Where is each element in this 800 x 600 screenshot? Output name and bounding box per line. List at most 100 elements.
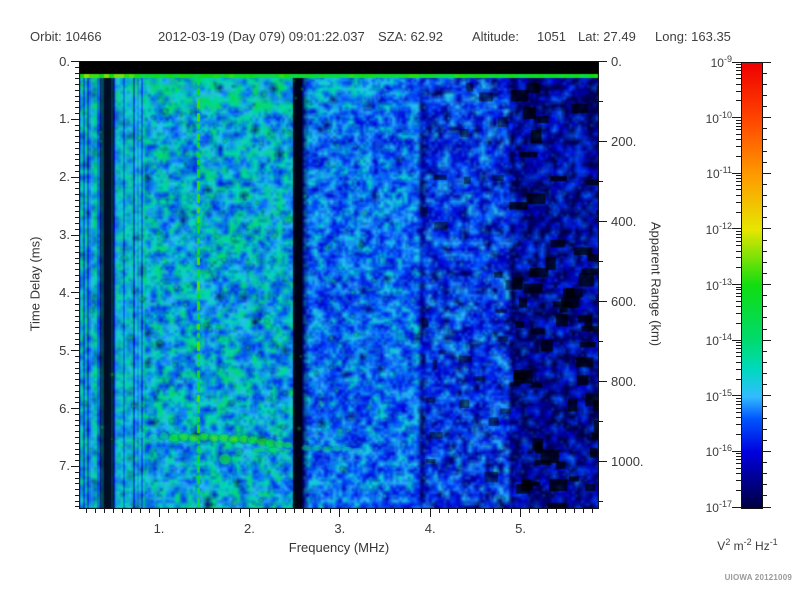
x-axis-minor-tick xyxy=(212,509,214,513)
y-axis-minor-tick xyxy=(75,170,79,172)
y-axis-minor-tick xyxy=(75,356,79,358)
y2-axis-tick-label: 400. xyxy=(611,213,637,229)
colorbar-minor-tick-left xyxy=(736,292,741,294)
y-axis-minor-tick xyxy=(75,494,79,496)
y-axis-minor-tick xyxy=(75,361,79,363)
x-axis-major-tick xyxy=(429,509,431,517)
y-axis-minor-tick xyxy=(75,222,79,224)
x-axis-minor-tick xyxy=(438,509,440,513)
colorbar-minor-tick-right xyxy=(762,106,767,107)
colorbar-minor-tick-left xyxy=(736,245,741,247)
colorbar-minor-tick-left xyxy=(736,348,741,350)
colorbar-minor-tick-left xyxy=(736,378,741,380)
colorbar-minor-tick-right xyxy=(762,139,767,141)
x-axis-minor-tick xyxy=(95,509,97,513)
colorbar-major-tick-left xyxy=(732,450,741,452)
x-axis-tick-label: 1. xyxy=(153,521,165,536)
colorbar-minor-tick-left xyxy=(736,397,741,399)
colorbar-tick-label: 10-13 xyxy=(705,276,732,293)
x-axis-minor-tick xyxy=(294,509,296,513)
y2-axis-major-tick xyxy=(599,301,607,302)
y2-axis-major-tick xyxy=(599,461,607,462)
colorbar-minor-tick-left xyxy=(736,139,741,141)
colorbar-minor-tick-left xyxy=(736,73,741,75)
y-axis-minor-tick xyxy=(75,159,79,161)
x-axis-minor-tick xyxy=(565,509,567,513)
y-axis-minor-tick xyxy=(75,136,79,138)
x-axis-minor-tick xyxy=(303,509,305,513)
x-axis-minor-tick xyxy=(330,509,332,513)
colorbar-minor-tick-left xyxy=(736,407,741,409)
x-axis-minor-tick xyxy=(492,509,494,513)
colorbar-minor-tick-right xyxy=(762,161,767,163)
colorbar-minor-tick-left xyxy=(736,70,741,72)
y-axis-minor-tick xyxy=(75,130,79,132)
y-axis-minor-tick xyxy=(75,275,79,277)
colorbar-minor-tick-left xyxy=(736,146,741,148)
colorbar-minor-tick-left xyxy=(736,233,741,235)
colorbar-minor-tick-left xyxy=(736,240,741,242)
colorbar-major-tick-right xyxy=(762,228,771,230)
colorbar-minor-tick-left xyxy=(736,175,741,177)
y-axis-minor-tick xyxy=(75,350,79,352)
y-axis-minor-tick xyxy=(75,425,79,427)
y-axis-minor-tick xyxy=(75,489,79,491)
y-axis-minor-tick xyxy=(75,465,79,467)
y2-axis-minor-tick xyxy=(599,141,603,142)
x-axis-minor-tick xyxy=(592,509,594,513)
x-axis-minor-tick xyxy=(538,509,540,513)
spectrogram-plot xyxy=(79,61,599,509)
colorbar-major-tick-right xyxy=(762,172,771,174)
x-axis-minor-tick xyxy=(131,509,133,513)
y-axis-minor-tick xyxy=(75,176,79,178)
y-axis-minor-tick xyxy=(75,402,79,404)
x-axis-minor-tick xyxy=(312,509,314,513)
y-axis-minor-tick xyxy=(75,373,79,375)
y-axis-minor-tick xyxy=(75,477,79,479)
colorbar-minor-tick-right xyxy=(762,361,767,363)
colorbar-minor-tick-right xyxy=(762,183,767,185)
y-axis-minor-tick xyxy=(75,454,79,456)
colorbar-minor-tick-left xyxy=(736,400,741,402)
y-axis-minor-tick xyxy=(75,431,79,433)
colorbar-major-tick-right xyxy=(762,339,771,341)
colorbar-tick-label: 10-14 xyxy=(705,332,732,349)
y-axis-minor-tick xyxy=(75,448,79,450)
x-axis-minor-tick xyxy=(574,509,576,513)
y-axis-minor-tick xyxy=(75,118,79,120)
x-axis-minor-tick xyxy=(483,509,485,513)
y-axis-minor-tick xyxy=(75,257,79,259)
y-axis-minor-tick xyxy=(75,471,79,473)
x-axis-major-tick xyxy=(248,509,250,517)
y-axis-minor-tick xyxy=(75,413,79,415)
y2-axis-tick-label: 200. xyxy=(611,133,637,149)
colorbar-minor-tick-left xyxy=(736,90,741,92)
y-axis-minor-tick xyxy=(75,263,79,265)
colorbar-tick-label: 10-11 xyxy=(706,165,732,182)
x-axis-minor-tick xyxy=(339,509,341,513)
y-axis-minor-tick xyxy=(75,217,79,219)
y-axis-minor-tick xyxy=(75,292,79,294)
colorbar-minor-tick-left xyxy=(736,322,741,324)
y-axis-minor-tick xyxy=(75,483,79,485)
y-axis-label-right: Apparent Range (km) xyxy=(648,221,664,347)
colorbar-minor-tick-left xyxy=(736,286,741,288)
colorbar-minor-tick-left xyxy=(736,459,741,461)
colorbar-minor-tick-left xyxy=(736,479,741,481)
colorbar-tick-label: 10-15 xyxy=(705,387,732,404)
colorbar-minor-tick-left xyxy=(736,83,741,85)
colorbar-major-tick-right xyxy=(762,61,771,63)
x-axis-minor-tick xyxy=(502,509,504,513)
y-axis-minor-tick xyxy=(75,419,79,421)
header-field-1: 2012-03-19 (Day 079) 09:01:22.037 xyxy=(158,29,365,44)
colorbar-minor-tick-left xyxy=(736,64,741,66)
x-axis-minor-tick xyxy=(556,509,558,513)
colorbar-minor-tick-left xyxy=(736,133,741,135)
x-axis-minor-tick xyxy=(366,509,368,513)
x-axis-minor-tick xyxy=(257,509,259,513)
colorbar-minor-tick-right xyxy=(762,72,767,74)
y-axis-minor-tick xyxy=(75,396,79,398)
x-axis-major-tick xyxy=(158,509,160,517)
colorbar-major-tick-right xyxy=(762,450,771,452)
